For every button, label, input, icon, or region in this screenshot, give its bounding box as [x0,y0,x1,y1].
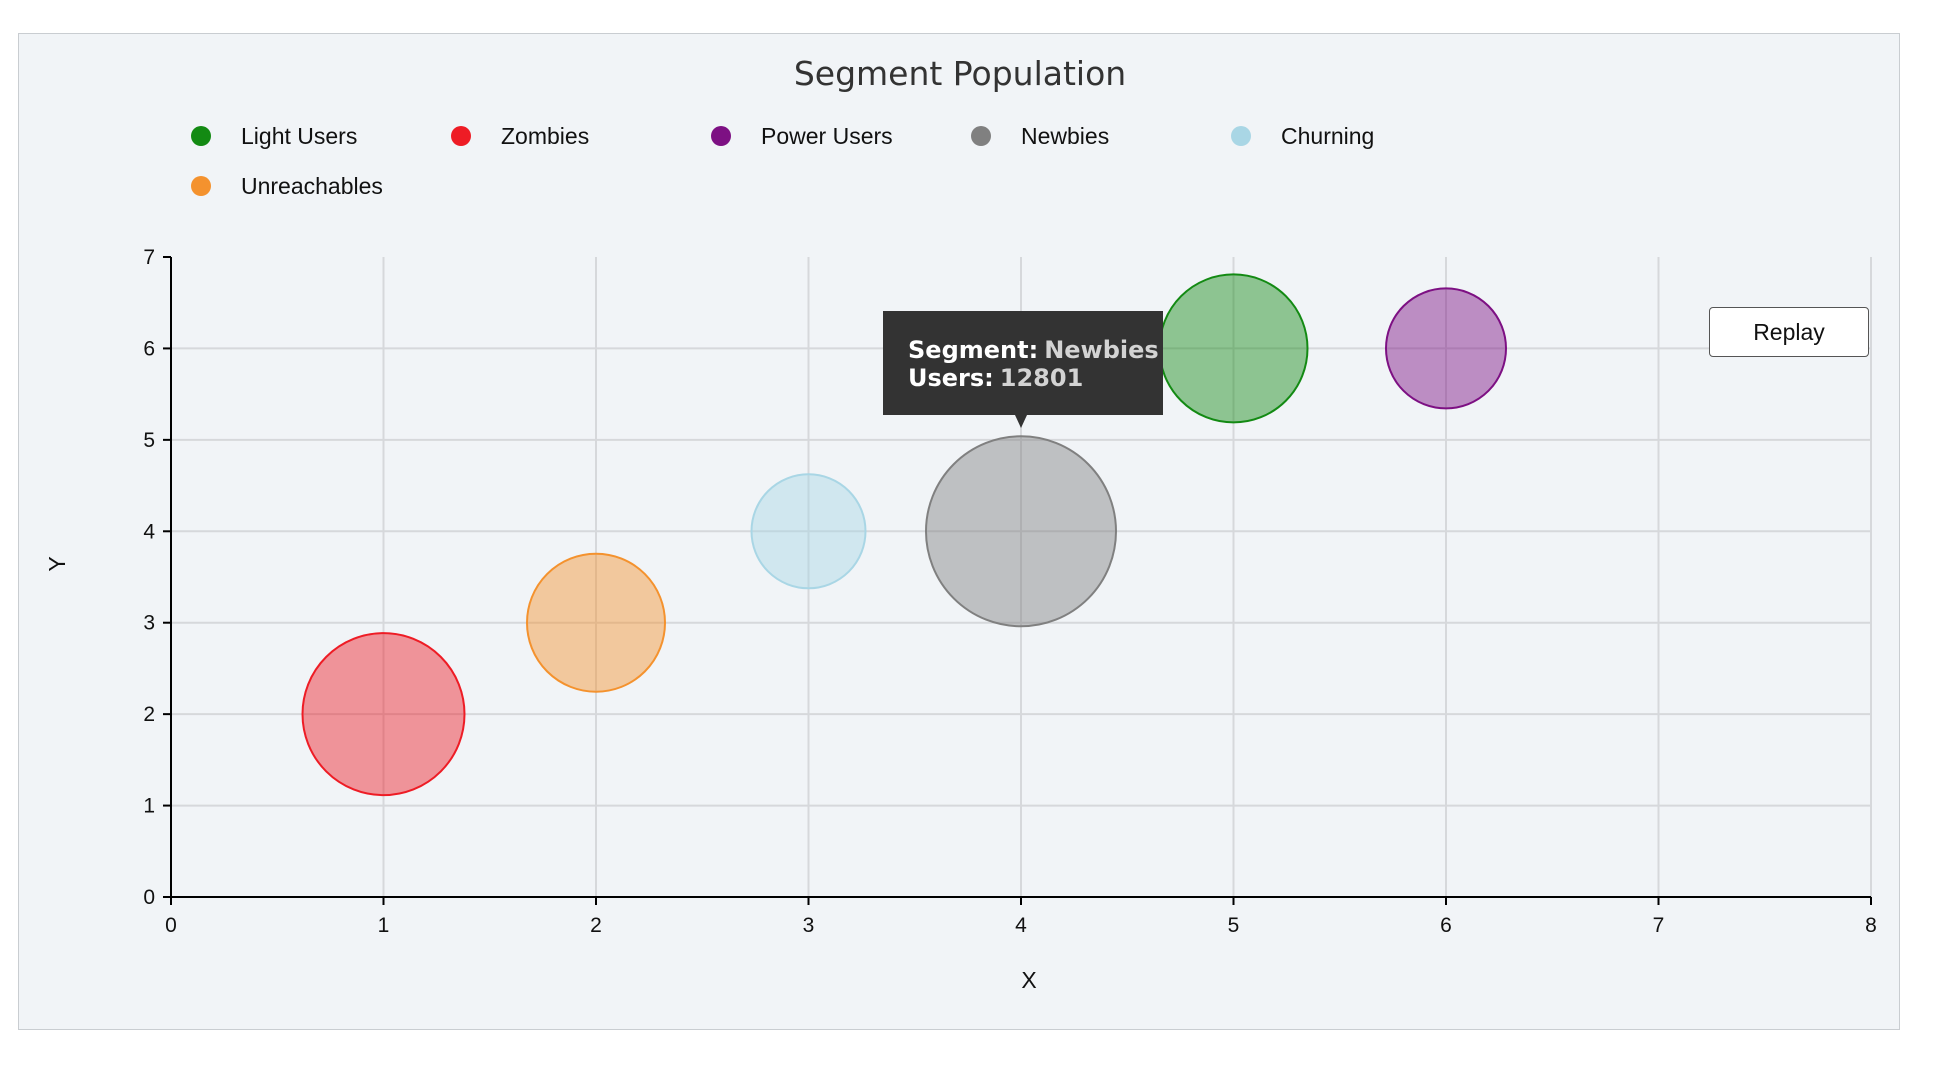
bubble-churning[interactable] [750,473,867,590]
x-tick-label: 1 [378,914,390,937]
x-tick-label: 8 [1865,914,1877,937]
x-tick-label: 5 [1228,914,1240,937]
replay-button[interactable]: Replay [1709,307,1869,357]
x-tick-label: 0 [165,914,177,937]
legend-label: Power Users [761,123,893,149]
tooltip-users-label: Users: [908,364,994,392]
legend-label: Unreachables [241,173,383,199]
tooltip-users-value: 12801 [1000,364,1084,392]
chart-panel: Segment Population Light Users Zombies Pow… [18,33,1900,1030]
tooltip-segment-label: Segment: [908,336,1038,364]
y-axis-label: Y [44,556,70,571]
legend-swatch [191,176,211,196]
bubbles [301,273,1507,797]
y-tick-label: 3 [143,612,155,635]
chart-title: Segment Population [794,54,1126,93]
y-tick-label: 2 [143,703,155,726]
x-tick-label: 4 [1015,914,1027,937]
legend: Light Users Zombies Power Users Newbies Chur… [191,123,1374,199]
legend-swatch [191,126,211,146]
legend-label: Light Users [241,123,357,149]
legend-label: Churning [1281,123,1374,149]
tooltip-pointer [1015,415,1027,428]
tooltip-line-segment: Segment: Newbies [908,336,1159,364]
x-axis-label: X [1021,967,1036,993]
bubble-unreachables[interactable] [526,552,666,693]
y-tick-label: 4 [143,520,155,543]
y-tick-label: 1 [143,795,155,818]
legend-swatch [1231,126,1251,146]
axes: 0 1 2 3 4 5 6 7 8 0 1 2 3 4 5 6 7 [143,246,1877,937]
y-tick-label: 0 [143,886,155,909]
bubble-power-users[interactable] [1385,287,1507,410]
chart-canvas: Segment Population Light Users Zombies Pow… [44,54,1877,993]
y-tick-label: 5 [143,429,155,452]
bubble-light-users[interactable] [1158,273,1309,424]
tooltip-segment-value: Newbies [1044,336,1159,364]
x-tick-label: 2 [590,914,602,937]
bubble-newbies[interactable] [925,435,1117,628]
legend-label: Newbies [1021,123,1109,149]
legend-swatch [451,126,471,146]
x-tick-label: 3 [803,914,815,937]
legend-label: Zombies [501,123,589,149]
tooltip-box [883,311,1163,415]
tooltip: Segment: Newbies Users: 12801 [883,311,1163,428]
x-tick-label: 6 [1440,914,1452,937]
tooltip-line-users: Users: 12801 [908,364,1083,392]
x-tick-label: 7 [1653,914,1665,937]
y-tick-label: 7 [143,246,155,269]
bubble-zombies[interactable] [301,632,466,797]
y-tick-label: 6 [143,337,155,360]
legend-swatch [971,126,991,146]
legend-swatch [711,126,731,146]
